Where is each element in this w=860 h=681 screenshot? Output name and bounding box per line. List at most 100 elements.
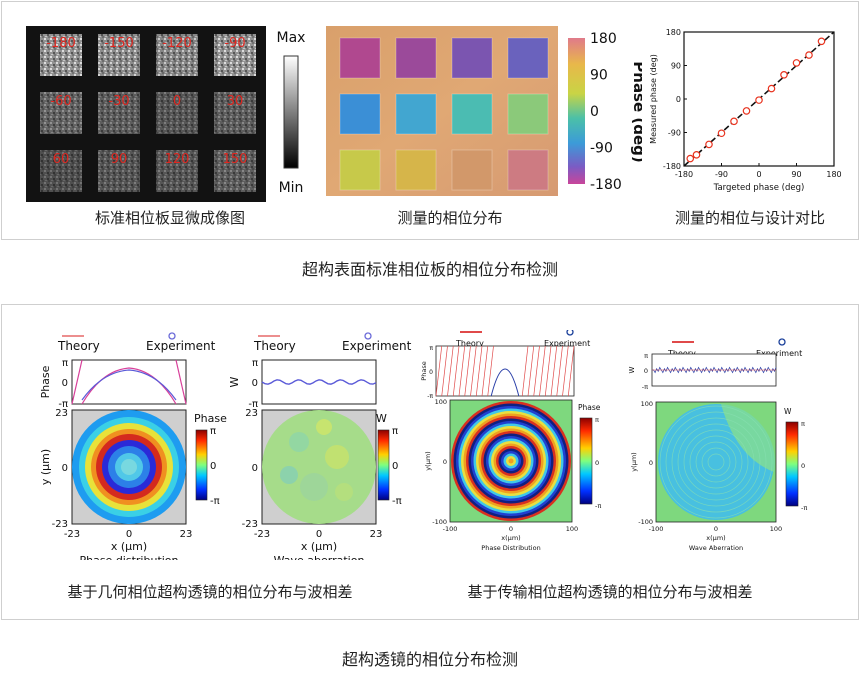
phase-square <box>507 37 549 79</box>
profile-ytick: -π <box>58 399 68 410</box>
map-ytick: 0 <box>252 463 258 474</box>
gray-scale-bar <box>283 55 299 169</box>
data-point <box>730 117 738 126</box>
colorbar <box>377 429 390 501</box>
map-ytick: -23 <box>242 519 258 530</box>
phase-colorbar-label: Phase (deg) <box>630 61 642 162</box>
top-section-caption: 超构表面标准相位板的相位分布检测 <box>301 260 558 279</box>
phase-square <box>339 149 381 191</box>
colorbar-tick: -π <box>392 496 402 507</box>
data-point <box>705 140 713 149</box>
data-point <box>755 96 763 104</box>
profile-ytick: 0 <box>644 367 648 375</box>
colorbar <box>579 417 593 505</box>
data-point <box>686 154 695 163</box>
wave-ring <box>659 405 773 519</box>
microscope-square <box>98 34 140 76</box>
x-tick-label: 0 <box>756 170 761 179</box>
theory-curve <box>71 359 187 405</box>
microscope-phase-label: -180 <box>46 36 76 51</box>
wave-ring <box>701 447 731 477</box>
colorbar-tick: 0 <box>210 461 216 472</box>
microscope-square <box>40 150 82 192</box>
profile-ytick: -π <box>427 393 433 400</box>
map-xlabel: x (μm) <box>111 540 147 553</box>
map-xtick: 0 <box>126 529 132 540</box>
profile-axes <box>261 359 377 405</box>
microscope-phase-label: -150 <box>104 36 134 51</box>
phase-square <box>507 93 549 135</box>
experiment-curve <box>261 379 377 385</box>
microscope-phase-label: 0 <box>173 94 181 109</box>
data-point <box>780 71 788 79</box>
profile-ytick: 0 <box>252 378 258 389</box>
microscope-phase-label: 30 <box>227 94 244 109</box>
phase-colorbar-tick: 180 <box>590 31 617 47</box>
wave-blob <box>316 419 332 435</box>
microscope-phase-label: -60 <box>50 94 71 109</box>
colorbar-tick: π <box>210 426 216 437</box>
microscope-phase-label: 120 <box>165 152 190 167</box>
data-point <box>792 59 801 67</box>
map-xtick: 0 <box>316 529 322 540</box>
experiment-curve <box>652 366 777 374</box>
bottom-section-caption: 超构透镜的相位分布检测 <box>341 650 518 669</box>
microscope-phase-label: -120 <box>162 36 192 51</box>
legend-experiment-label: Experiment <box>756 349 802 358</box>
microscope-image: -180 -150 -120 -90 -60 -30 0 30 60 90 120 150 Max M… <box>26 26 305 202</box>
profile-ytick: π <box>252 358 258 369</box>
data-point <box>742 107 751 115</box>
map-ytick: 23 <box>245 408 258 419</box>
microscope-phase-label: 90 <box>111 152 128 167</box>
colorbar-tick: 0 <box>801 462 805 470</box>
legend-experiment-swatch <box>778 338 786 346</box>
plot-caption: Phase distribution <box>79 554 178 560</box>
phase-colorbar-tick: 0 <box>590 104 599 120</box>
map-ylabel: y (μm) <box>39 449 52 485</box>
phase-square <box>451 37 493 79</box>
wave-ring <box>665 411 767 513</box>
map-xtick: -100 <box>443 525 458 533</box>
map-xlabel: x (μm) <box>301 540 337 553</box>
profile-ylabel: Phase <box>39 365 52 398</box>
theory-curve <box>435 345 575 397</box>
microscope-caption: 标准相位板显微成像图 <box>94 209 245 227</box>
microscope-square <box>98 92 140 134</box>
phase-square <box>395 93 437 135</box>
legend-experiment-swatch <box>364 332 372 340</box>
wave-ring <box>689 435 743 489</box>
legend-experiment-swatch <box>168 332 176 340</box>
map-ylabel: y(μm) <box>424 451 432 470</box>
data-point <box>805 51 813 59</box>
y-tick-label: -180 <box>663 162 681 171</box>
data-point <box>767 84 776 93</box>
legend-theory-label: Theory <box>667 349 696 358</box>
microscope-square <box>214 92 256 134</box>
x-tick-label: -90 <box>715 170 728 179</box>
data-point <box>817 37 826 46</box>
microscope-square <box>156 92 198 134</box>
wave-blob <box>325 445 349 469</box>
map-ytick: 23 <box>55 408 68 419</box>
profile-ytick: 0 <box>429 369 433 376</box>
wave-blob <box>335 483 353 501</box>
map-xtick: -23 <box>64 529 80 540</box>
wave-ring <box>695 441 737 483</box>
phase-ring <box>121 459 137 475</box>
data-point <box>692 151 701 159</box>
legend-experiment-label: Experiment <box>146 339 216 353</box>
plot-caption: Phase Distribution <box>481 544 540 552</box>
phase-square <box>395 149 437 191</box>
wave-ring <box>677 423 755 501</box>
phase-colorbar-tick: 90 <box>590 68 608 84</box>
phase-square <box>339 37 381 79</box>
colorbar-title: W <box>376 412 387 425</box>
phase-square <box>451 149 493 191</box>
y-tick-label: 0 <box>676 95 681 104</box>
colorbar-tick: 0 <box>392 461 398 472</box>
profile-ytick: -π <box>248 399 258 410</box>
phase-square <box>507 149 549 191</box>
microscope-square <box>214 150 256 192</box>
profile-ytick: 0 <box>62 378 68 389</box>
map-ytick: 0 <box>62 463 68 474</box>
